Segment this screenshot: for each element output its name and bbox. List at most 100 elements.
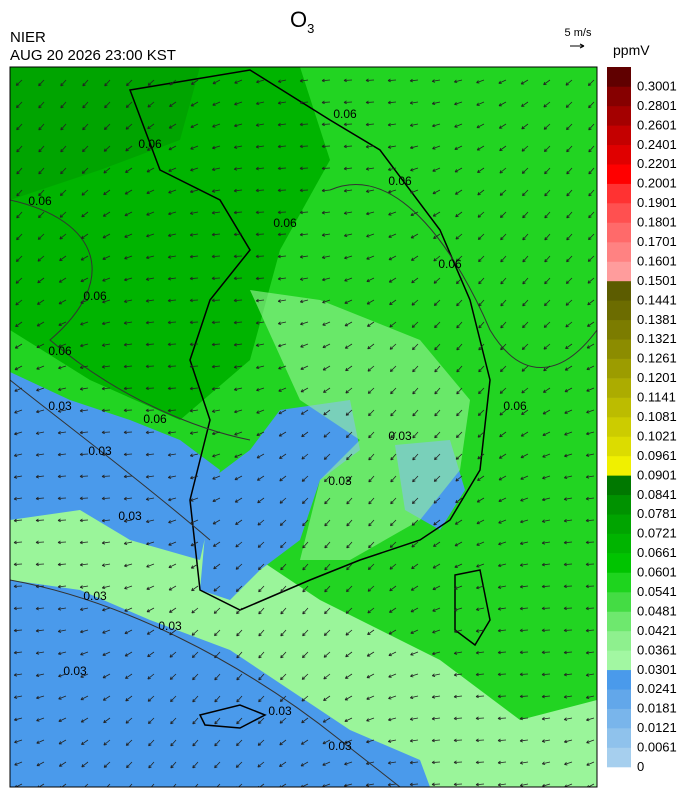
colorbar-label: 0.1141: [637, 390, 676, 405]
colorbar-label: 0.0661: [637, 545, 677, 560]
map: 0.06 0.06 0.06 0.06 0.06 0.06 0.06 0.06 0.06 0.06…: [10, 67, 597, 787]
wind-vector: [519, 783, 529, 787]
wind-vector: [235, 761, 243, 768]
colorbar-label: 0.1441: [637, 292, 677, 307]
wind-vector: [233, 167, 243, 171]
wind-vector: [145, 255, 155, 260]
wind-vector: [455, 497, 463, 504]
wind-vector: [192, 761, 199, 769]
colorbar-box: [607, 280, 631, 301]
wind-vector: [323, 695, 331, 702]
colorbar-label: 0.1021: [637, 428, 677, 443]
wind-vector: [37, 233, 45, 240]
wind-vector: [277, 101, 287, 105]
wind-vector: [302, 607, 309, 615]
wind-vector: [543, 343, 551, 350]
wind-vector: [343, 78, 353, 83]
wind-vector: [564, 365, 573, 371]
colorbar-box: [607, 67, 631, 87]
wind-vector: [519, 738, 529, 743]
wind-vector: [172, 783, 177, 787]
wind-vector: [211, 232, 221, 237]
wind-vector: [343, 211, 353, 215]
wind-vector: [585, 606, 595, 611]
wind-vector: [497, 760, 507, 765]
wind-vector: [563, 606, 573, 611]
wind-vector: [145, 519, 155, 524]
wind-vector: [148, 739, 155, 747]
wind-vector: [455, 475, 463, 482]
wind-vector: [146, 145, 155, 151]
wind-vector: [255, 123, 265, 127]
title-main: O: [290, 7, 307, 32]
wind-vector: [477, 453, 485, 460]
wind-vector: [57, 651, 67, 656]
wind-vector: [432, 145, 441, 150]
wind-vector: [36, 387, 45, 392]
wind-vector: [454, 189, 463, 195]
wind-vector: [16, 211, 23, 219]
wind-vector: [279, 717, 287, 724]
wind-vector: [167, 453, 177, 457]
wind-vector: [412, 453, 419, 461]
wind-vector: [168, 563, 177, 569]
wind-vector: [60, 123, 67, 131]
wind-vector: [190, 167, 199, 172]
wind-vector: [498, 453, 507, 459]
wind-vector: [278, 431, 287, 437]
wind-vector: [587, 277, 595, 284]
wind-vector: [521, 101, 529, 107]
wind-vector: [566, 233, 573, 241]
wind-vector: [255, 145, 265, 149]
wind-vector: [125, 145, 133, 152]
wind-vector: [60, 167, 67, 175]
contour-label: 0.03: [388, 429, 412, 443]
wind-vector: [544, 211, 551, 219]
wind-vector: [79, 496, 89, 501]
wind-vector: [475, 716, 485, 721]
wind-vector: [543, 321, 551, 328]
contour-label: 0.06: [48, 344, 72, 358]
wind-vector: [519, 716, 529, 721]
wind-vector: [167, 320, 177, 325]
wind-vector: [541, 694, 551, 699]
colorbar-label: 0.1801: [637, 215, 677, 230]
wind-vector: [102, 255, 111, 260]
wind-vector: [454, 101, 463, 106]
wind-vector: [301, 475, 309, 482]
wind-vector: [365, 783, 375, 787]
wind-vector: [432, 211, 441, 217]
colorbar-box: [607, 105, 631, 126]
wind-vector: [519, 761, 529, 765]
wind-vector: [566, 145, 573, 153]
wind-vector: [15, 79, 23, 86]
wind-vector: [585, 650, 595, 655]
wind-vector: [412, 431, 419, 439]
wind-vector: [520, 431, 529, 437]
wind-vector: [563, 650, 573, 655]
wind-vector: [431, 673, 441, 677]
wind-vector: [214, 673, 221, 681]
wind-vector: [123, 474, 133, 479]
wind-vector: [388, 695, 397, 700]
wind-vector: [13, 584, 23, 589]
wind-vector: [410, 673, 419, 678]
wind-vector: [387, 761, 397, 765]
wind-vector: [170, 739, 177, 747]
contour-label: 0.03: [268, 704, 292, 718]
colorbar-label: 0.1081: [637, 409, 677, 424]
wind-vector: [368, 497, 375, 505]
wind-vector: [499, 387, 507, 394]
wind-vector: [563, 540, 573, 545]
wind-vector: [211, 387, 221, 391]
wind-vector: [299, 122, 309, 127]
wind-vector: [411, 299, 419, 306]
wind-vector: [124, 585, 133, 590]
wind-vector: [585, 584, 595, 589]
wind-vector: [434, 431, 441, 439]
wind-vector: [57, 496, 67, 501]
wind-vector: [256, 475, 265, 481]
wind-vector: [324, 519, 331, 527]
colorbar-box: [607, 358, 631, 379]
wind-vector: [123, 342, 133, 347]
